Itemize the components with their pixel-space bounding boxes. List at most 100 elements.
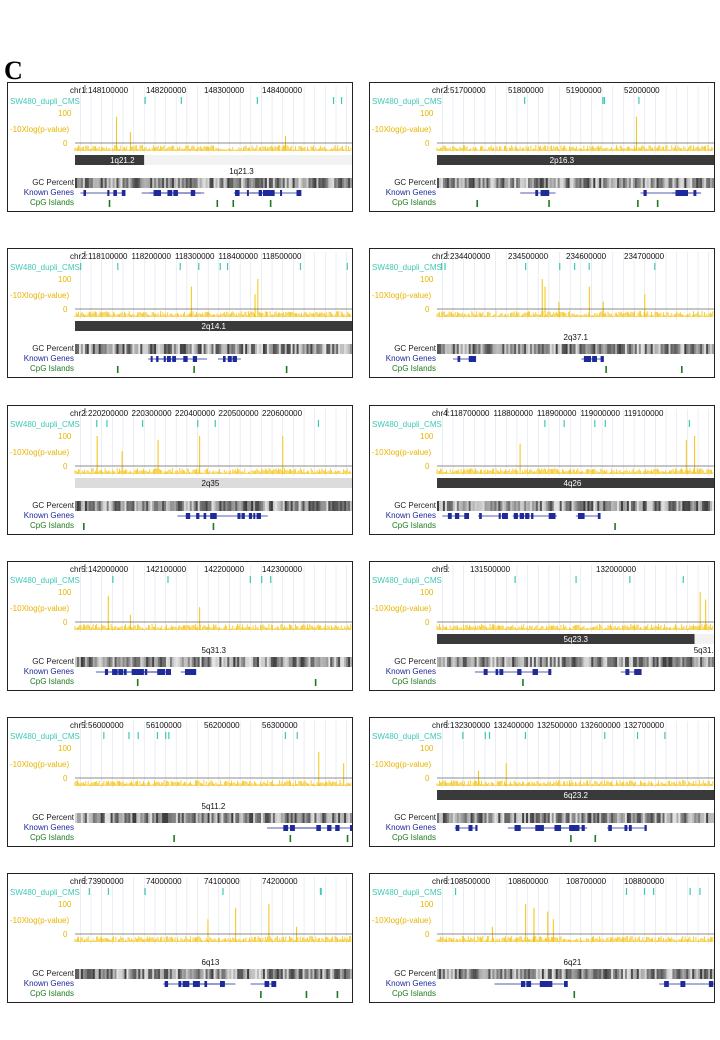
gc-cell — [567, 178, 570, 188]
gc-cell — [304, 657, 307, 667]
gc-cell — [193, 969, 196, 979]
gc-cell — [205, 501, 208, 511]
gc-cell — [332, 344, 335, 354]
gc-cell — [448, 657, 452, 667]
gc-cell — [524, 657, 527, 667]
gc-cell — [537, 344, 541, 354]
browser-panel-enr212: chr5: 142000000 142100000 142200000 14230000… — [7, 561, 353, 691]
gc-cell — [682, 813, 685, 823]
gc-cell — [444, 344, 448, 354]
gene-exon — [542, 190, 547, 196]
gc-cell — [468, 813, 471, 823]
gene-exon — [112, 669, 117, 675]
gc-cell — [490, 344, 493, 354]
gc-cell — [118, 813, 121, 823]
gene-exon — [541, 825, 544, 831]
gc-cell — [185, 813, 189, 823]
gc-cell — [634, 344, 638, 354]
gc-cell — [280, 178, 284, 188]
cpg-island — [269, 200, 272, 207]
gc-cell — [476, 178, 479, 188]
gc-cell — [446, 813, 450, 823]
gc-cell — [330, 178, 333, 188]
gc-cell — [292, 501, 295, 511]
gc-cell — [227, 657, 230, 667]
gc-cell — [533, 344, 537, 354]
gc-cell — [116, 344, 119, 354]
gc-cell — [213, 501, 216, 511]
gc-cell — [619, 969, 622, 979]
cytoband-label: 5q23.3 — [563, 635, 588, 644]
gc-cell — [274, 969, 278, 979]
gene-exon — [185, 513, 191, 519]
gc-cell — [478, 178, 481, 188]
gc-cell — [462, 657, 465, 667]
coord-label: 148400000 — [262, 86, 303, 95]
chrom-label: chr2: — [70, 409, 88, 418]
gc-cell — [342, 501, 345, 511]
gc-cell — [185, 501, 189, 511]
gc-cell — [144, 178, 147, 188]
coord-label: 220500000 — [218, 409, 259, 418]
gc-cell — [340, 657, 343, 667]
gc-cell — [464, 501, 467, 511]
signal-noise — [74, 624, 352, 630]
known-genes-label: Known Genes — [385, 979, 436, 988]
gc-cell — [494, 969, 497, 979]
gc-cell — [124, 501, 127, 511]
region-id-label: ENm002 — [372, 685, 404, 691]
gc-cell — [150, 657, 153, 667]
gc-cell — [700, 813, 703, 823]
gene-exon — [513, 513, 518, 519]
gc-cell — [266, 501, 270, 511]
gc-cell — [130, 344, 133, 354]
gc-cell — [90, 178, 94, 188]
gc-cell — [504, 969, 507, 979]
gc-cell — [454, 501, 458, 511]
cytoband — [437, 790, 714, 800]
coord-label: 73900000 — [88, 877, 124, 886]
known-genes-label: Known Genes — [385, 188, 436, 197]
gc-cell — [514, 501, 517, 511]
gc-cell — [547, 178, 551, 188]
gc-cell — [280, 813, 284, 823]
gc-percent-label: GC Percent — [32, 501, 74, 510]
gc-cell — [94, 813, 98, 823]
gc-cell — [185, 657, 189, 667]
gc-cell — [92, 178, 96, 188]
gc-cell — [296, 969, 299, 979]
gc-cell — [310, 344, 313, 354]
gc-cell — [549, 657, 553, 667]
gc-cell — [524, 501, 527, 511]
gc-cell — [486, 178, 489, 188]
gc-cell — [648, 501, 651, 511]
y-max-label: 100 — [58, 432, 72, 441]
gc-cell — [528, 178, 531, 188]
gc-cell — [187, 501, 191, 511]
gc-cell — [292, 344, 295, 354]
gc-cell — [512, 813, 515, 823]
gc-cell — [470, 501, 473, 511]
gc-cell — [77, 657, 80, 667]
gc-cell — [648, 344, 651, 354]
gc-cell — [670, 969, 673, 979]
gc-cell — [670, 813, 673, 823]
gc-cell — [148, 344, 151, 354]
gc-cell — [104, 344, 107, 354]
gc-cell — [286, 657, 289, 667]
gc-cell — [181, 178, 185, 188]
gc-cell — [259, 344, 262, 354]
gc-cell — [142, 969, 145, 979]
gc-cell — [559, 344, 562, 354]
gc-cell — [148, 969, 151, 979]
gc-cell — [500, 657, 503, 667]
gene-exon — [577, 513, 581, 519]
gc-cell — [575, 813, 578, 823]
gene-exon — [625, 669, 630, 675]
gc-cell — [450, 501, 454, 511]
gc-cell — [488, 657, 491, 667]
gc-cell — [75, 969, 78, 979]
gc-cell — [304, 178, 307, 188]
gene-exon — [178, 981, 182, 987]
cpg-island — [346, 835, 349, 842]
